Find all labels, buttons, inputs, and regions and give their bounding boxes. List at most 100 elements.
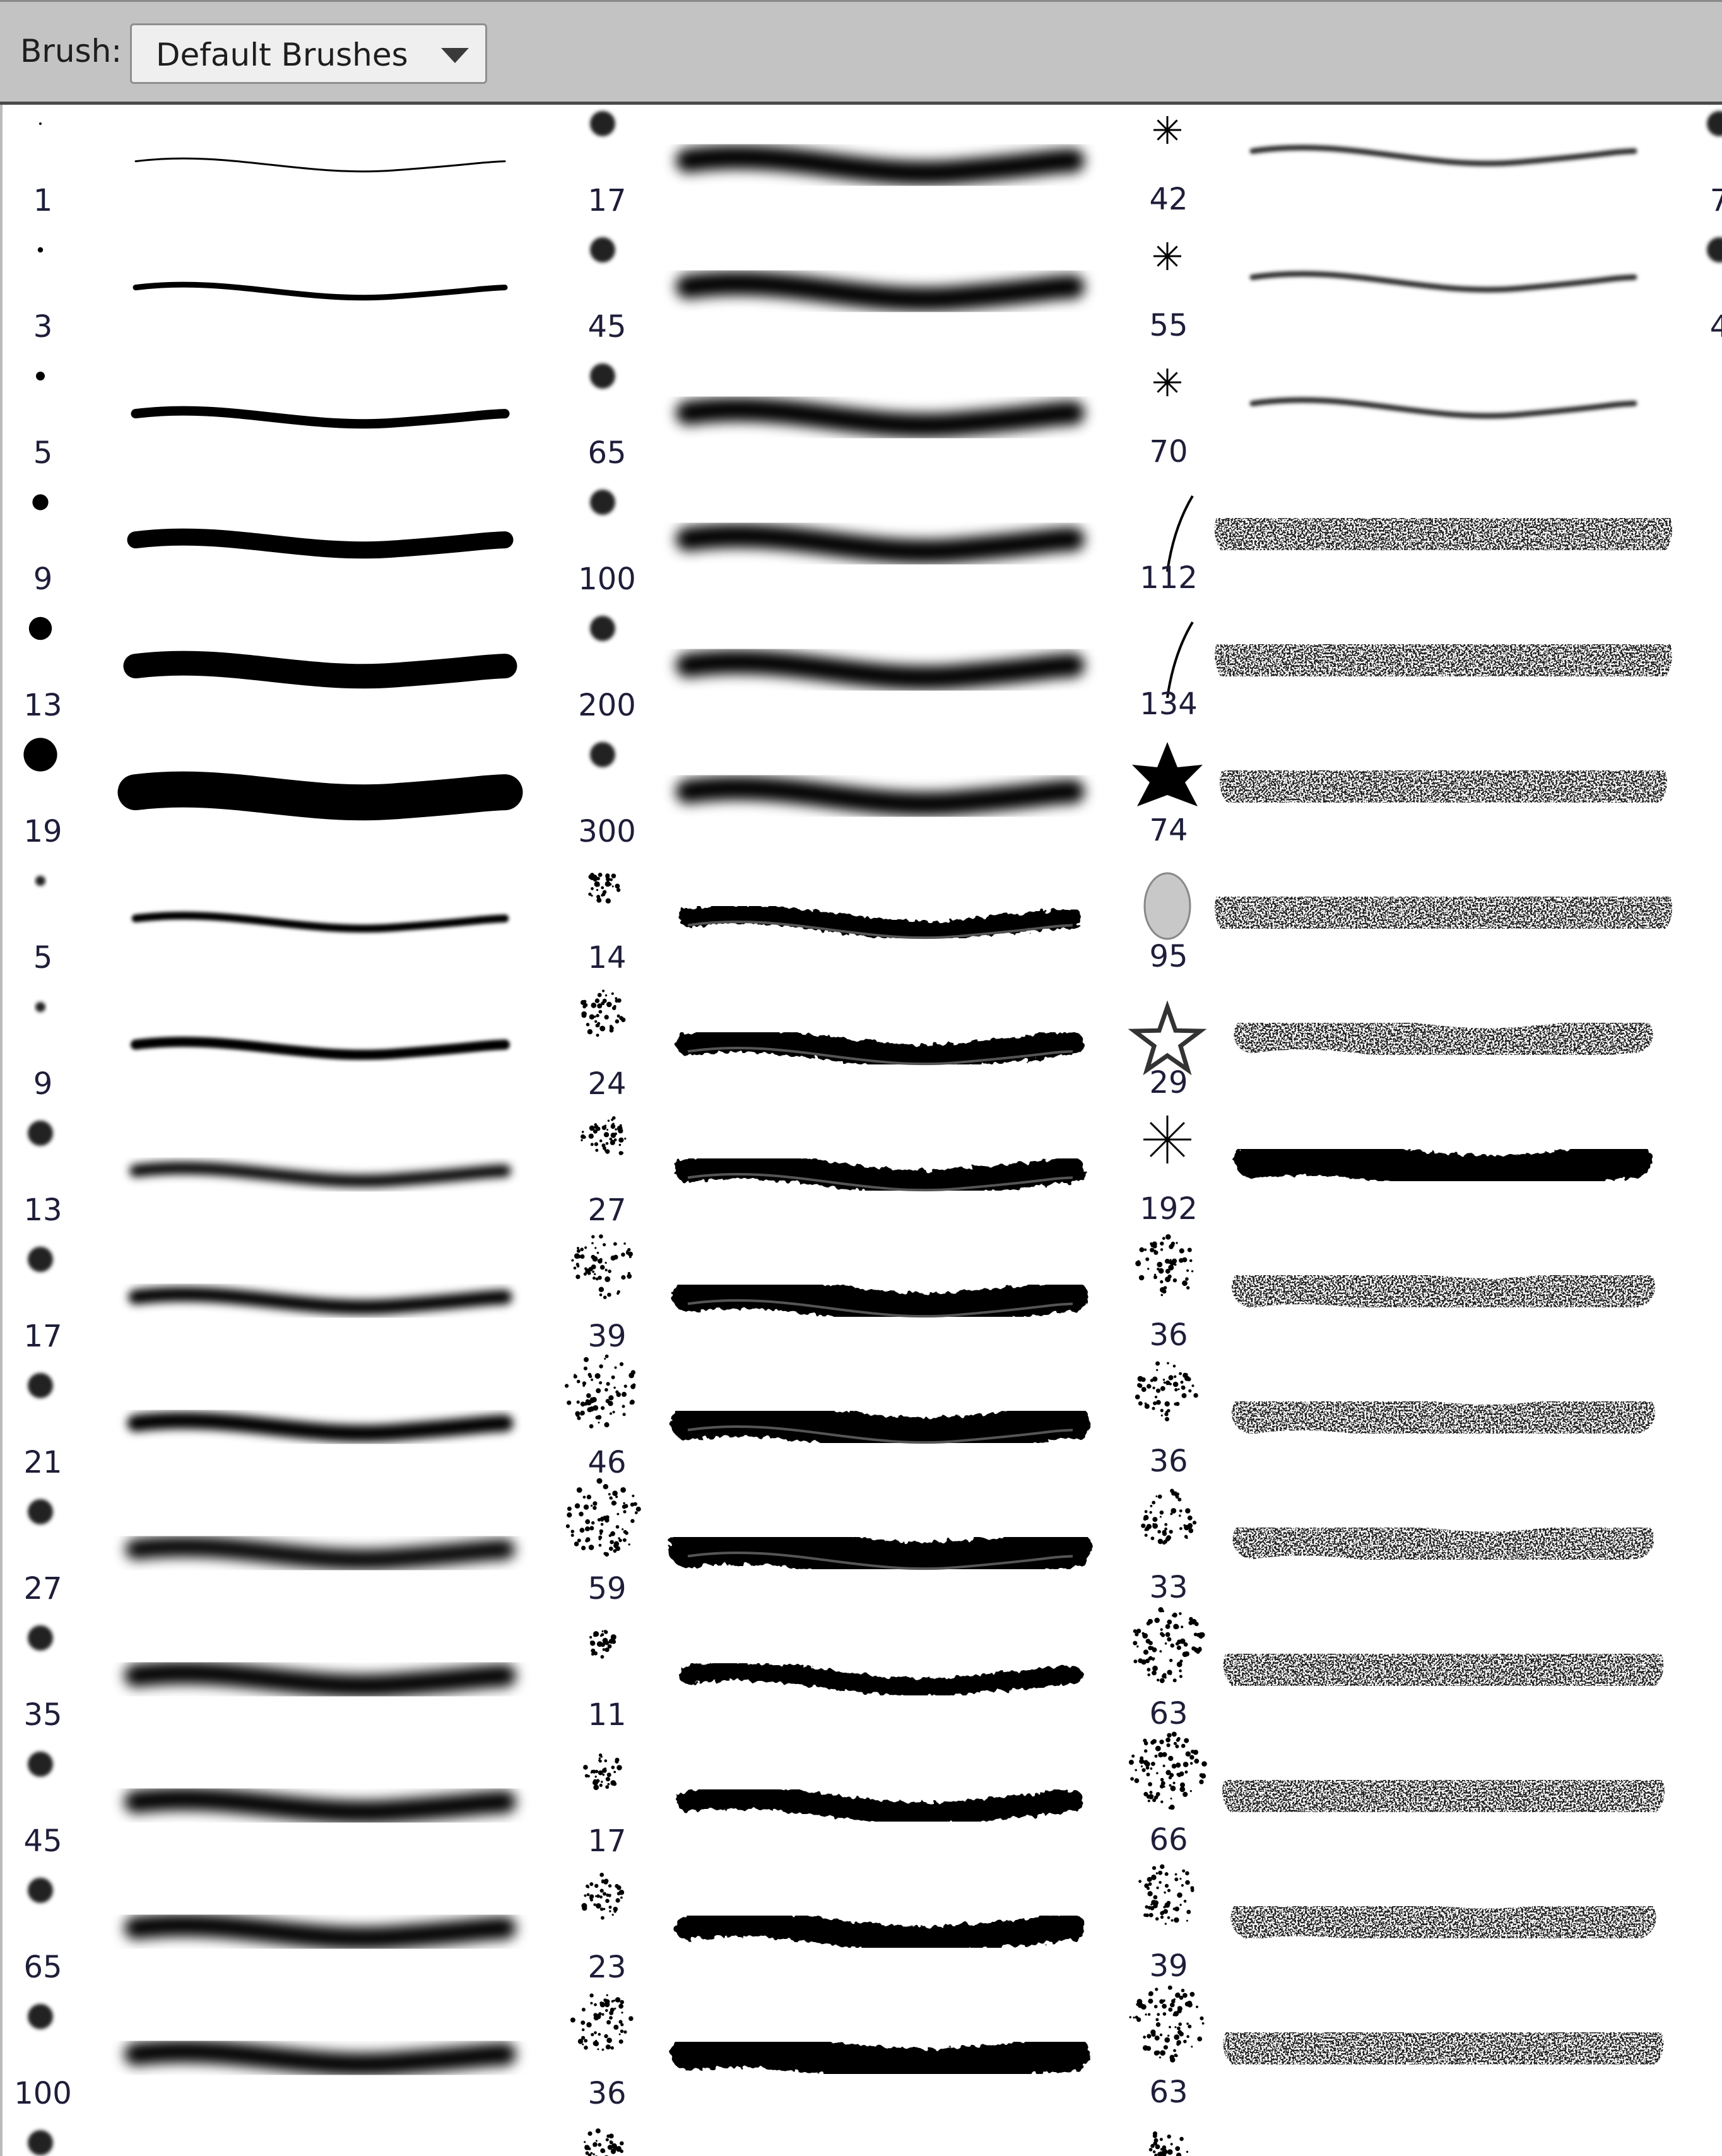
brush-tile[interactable]: 36 (1128, 1234, 1684, 1367)
brush-stroke-preview (1215, 866, 1672, 959)
brush-stroke-preview (1235, 1139, 1652, 1191)
brush-tip-icon (1153, 116, 1181, 144)
brush-tip-icon (1128, 1731, 1207, 1810)
brush-tile[interactable]: 5 (0, 357, 555, 483)
brush-stroke-preview (123, 651, 517, 689)
brush-toolbar: Brush: Default Brushes (0, 0, 1722, 105)
brush-size-label: 39 (587, 1319, 626, 1354)
brush-tile[interactable]: 95 (1128, 862, 1684, 988)
brush-tip-icon (1128, 1000, 1207, 1076)
brush-tip-icon (581, 1873, 625, 1920)
brush-tile[interactable]: 17 (0, 1240, 555, 1367)
brush-tip-icon (589, 1630, 616, 1659)
brush-tile[interactable]: 39 (1128, 1864, 1684, 1998)
brush-tile[interactable]: 23 (565, 1871, 1120, 1998)
brush-tile[interactable]: 65 (565, 357, 1120, 483)
brush-size-label: 100 (14, 2076, 72, 2111)
brush-size-label: 300 (578, 814, 636, 849)
brush-set-dropdown[interactable]: Default Brushes (130, 23, 487, 84)
brush-tile[interactable]: 46 (565, 1354, 1120, 1493)
brush-tile[interactable]: 35 (0, 1619, 555, 1745)
brush-tile[interactable]: 55 (1128, 231, 1684, 357)
brush-tile[interactable]: 42 (1128, 105, 1684, 231)
brush-tile[interactable]: 36 (1128, 1361, 1684, 1493)
brush-stroke-preview (1249, 271, 1637, 293)
brush-tile[interactable]: 39 (565, 1234, 1120, 1367)
brush-tile[interactable] (565, 2124, 1120, 2156)
brush-tip-icon (590, 363, 615, 389)
brush-tile[interactable]: 27 (0, 1493, 555, 1619)
brush-tile[interactable]: 13 (0, 1114, 555, 1240)
brush-size-label: 14 (587, 940, 626, 975)
brush-tile[interactable]: 14 (565, 862, 1120, 988)
brush-tip-icon (1135, 1234, 1194, 1297)
brush-tip-icon (28, 1625, 53, 1651)
brush-stroke-preview (131, 911, 509, 933)
brush-tip-icon (32, 494, 49, 510)
brush-tile[interactable]: 33 (1128, 1488, 1684, 1620)
brush-size-label: 65 (587, 435, 626, 471)
brush-tip-icon (37, 247, 44, 253)
brush-tile[interactable]: 1 (0, 105, 555, 231)
brush-tile[interactable]: 112 (1128, 483, 1684, 610)
brush-tile[interactable]: 21 (0, 1367, 555, 1493)
brush-tip-icon (1138, 1864, 1194, 1925)
brush-stroke-preview (117, 771, 523, 821)
brush-stroke-preview (125, 1536, 516, 1570)
brush-tip-icon (588, 873, 621, 904)
brush-stroke-preview (1223, 2011, 1664, 2086)
brush-tile[interactable]: 65 (0, 1871, 555, 1998)
brush-tile[interactable]: 24 (565, 988, 1120, 1114)
brush-stroke-preview (675, 1911, 1086, 1953)
brush-tile[interactable]: 100 (565, 483, 1120, 610)
brush-tile[interactable] (0, 2124, 555, 2156)
brush-tile[interactable]: 13 (0, 610, 555, 736)
brush-tile[interactable]: 200 (565, 610, 1120, 736)
brush-stroke-preview (131, 406, 510, 429)
brush-size-label: 17 (23, 1319, 62, 1354)
brush-size-label: 1 (33, 183, 53, 218)
brush-tip-icon (1166, 495, 1194, 572)
brush-tile[interactable]: 17 (565, 1745, 1120, 1871)
brush-stroke-preview (1249, 144, 1637, 167)
brush-tile[interactable]: 70 (1128, 357, 1684, 483)
brush-tile[interactable]: 19 (0, 736, 555, 862)
brush-tile[interactable]: 17 (565, 105, 1120, 231)
brush-tile[interactable]: 9 (0, 483, 555, 610)
brush-tile[interactable]: 5 (0, 862, 555, 988)
brush-size-label: 29 (1149, 1065, 1188, 1100)
brush-tile[interactable]: 11 (565, 1619, 1120, 1745)
brush-tile[interactable]: 134 (1128, 610, 1684, 736)
brush-tile[interactable]: 300 (565, 736, 1120, 862)
brush-tile[interactable]: 192 (1128, 1114, 1684, 1240)
brush-stroke-preview (1232, 1516, 1654, 1572)
brush-tile[interactable]: 66 (1128, 1731, 1684, 1872)
brush-tile[interactable]: 3 (0, 231, 555, 357)
brush-tip-icon (1141, 1488, 1197, 1545)
brush-tip-icon (28, 1752, 53, 1777)
brush-size-label: 70 (1149, 434, 1188, 469)
brush-tile[interactable]: 74 (1128, 736, 1684, 862)
brush-tile[interactable]: 27 (565, 1114, 1120, 1240)
brush-size-label: 11 (587, 1697, 626, 1733)
brush-tip-icon (1148, 2131, 1189, 2156)
brush-tile[interactable]: 100 (0, 1998, 555, 2124)
brush-size-label: 36 (587, 2076, 626, 2111)
brush-stroke-preview (1232, 1262, 1655, 1321)
brush-tile[interactable]: 9 (0, 988, 555, 1114)
brush-tile[interactable]: 36 (565, 1993, 1120, 2124)
brush-tip-icon (28, 2004, 53, 2029)
brush-tile[interactable]: 59 (565, 1478, 1120, 1619)
brush-tile[interactable]: 63 (1128, 1985, 1684, 2124)
brush-stroke-preview (678, 1662, 1082, 1697)
brush-tile[interactable]: 45 (565, 231, 1120, 357)
brush-tile[interactable]: 7 (1704, 105, 1722, 231)
brush-tip-icon (35, 1002, 45, 1012)
brush-tile[interactable]: 29 (1128, 988, 1684, 1114)
brush-tile[interactable] (1128, 2124, 1684, 2156)
brush-tip-icon (23, 738, 57, 772)
brush-tile[interactable]: 45 (0, 1745, 555, 1871)
brush-set-value: Default Brushes (156, 37, 408, 73)
brush-tile[interactable]: 4 (1704, 231, 1722, 357)
brush-tile[interactable]: 63 (1128, 1607, 1684, 1745)
